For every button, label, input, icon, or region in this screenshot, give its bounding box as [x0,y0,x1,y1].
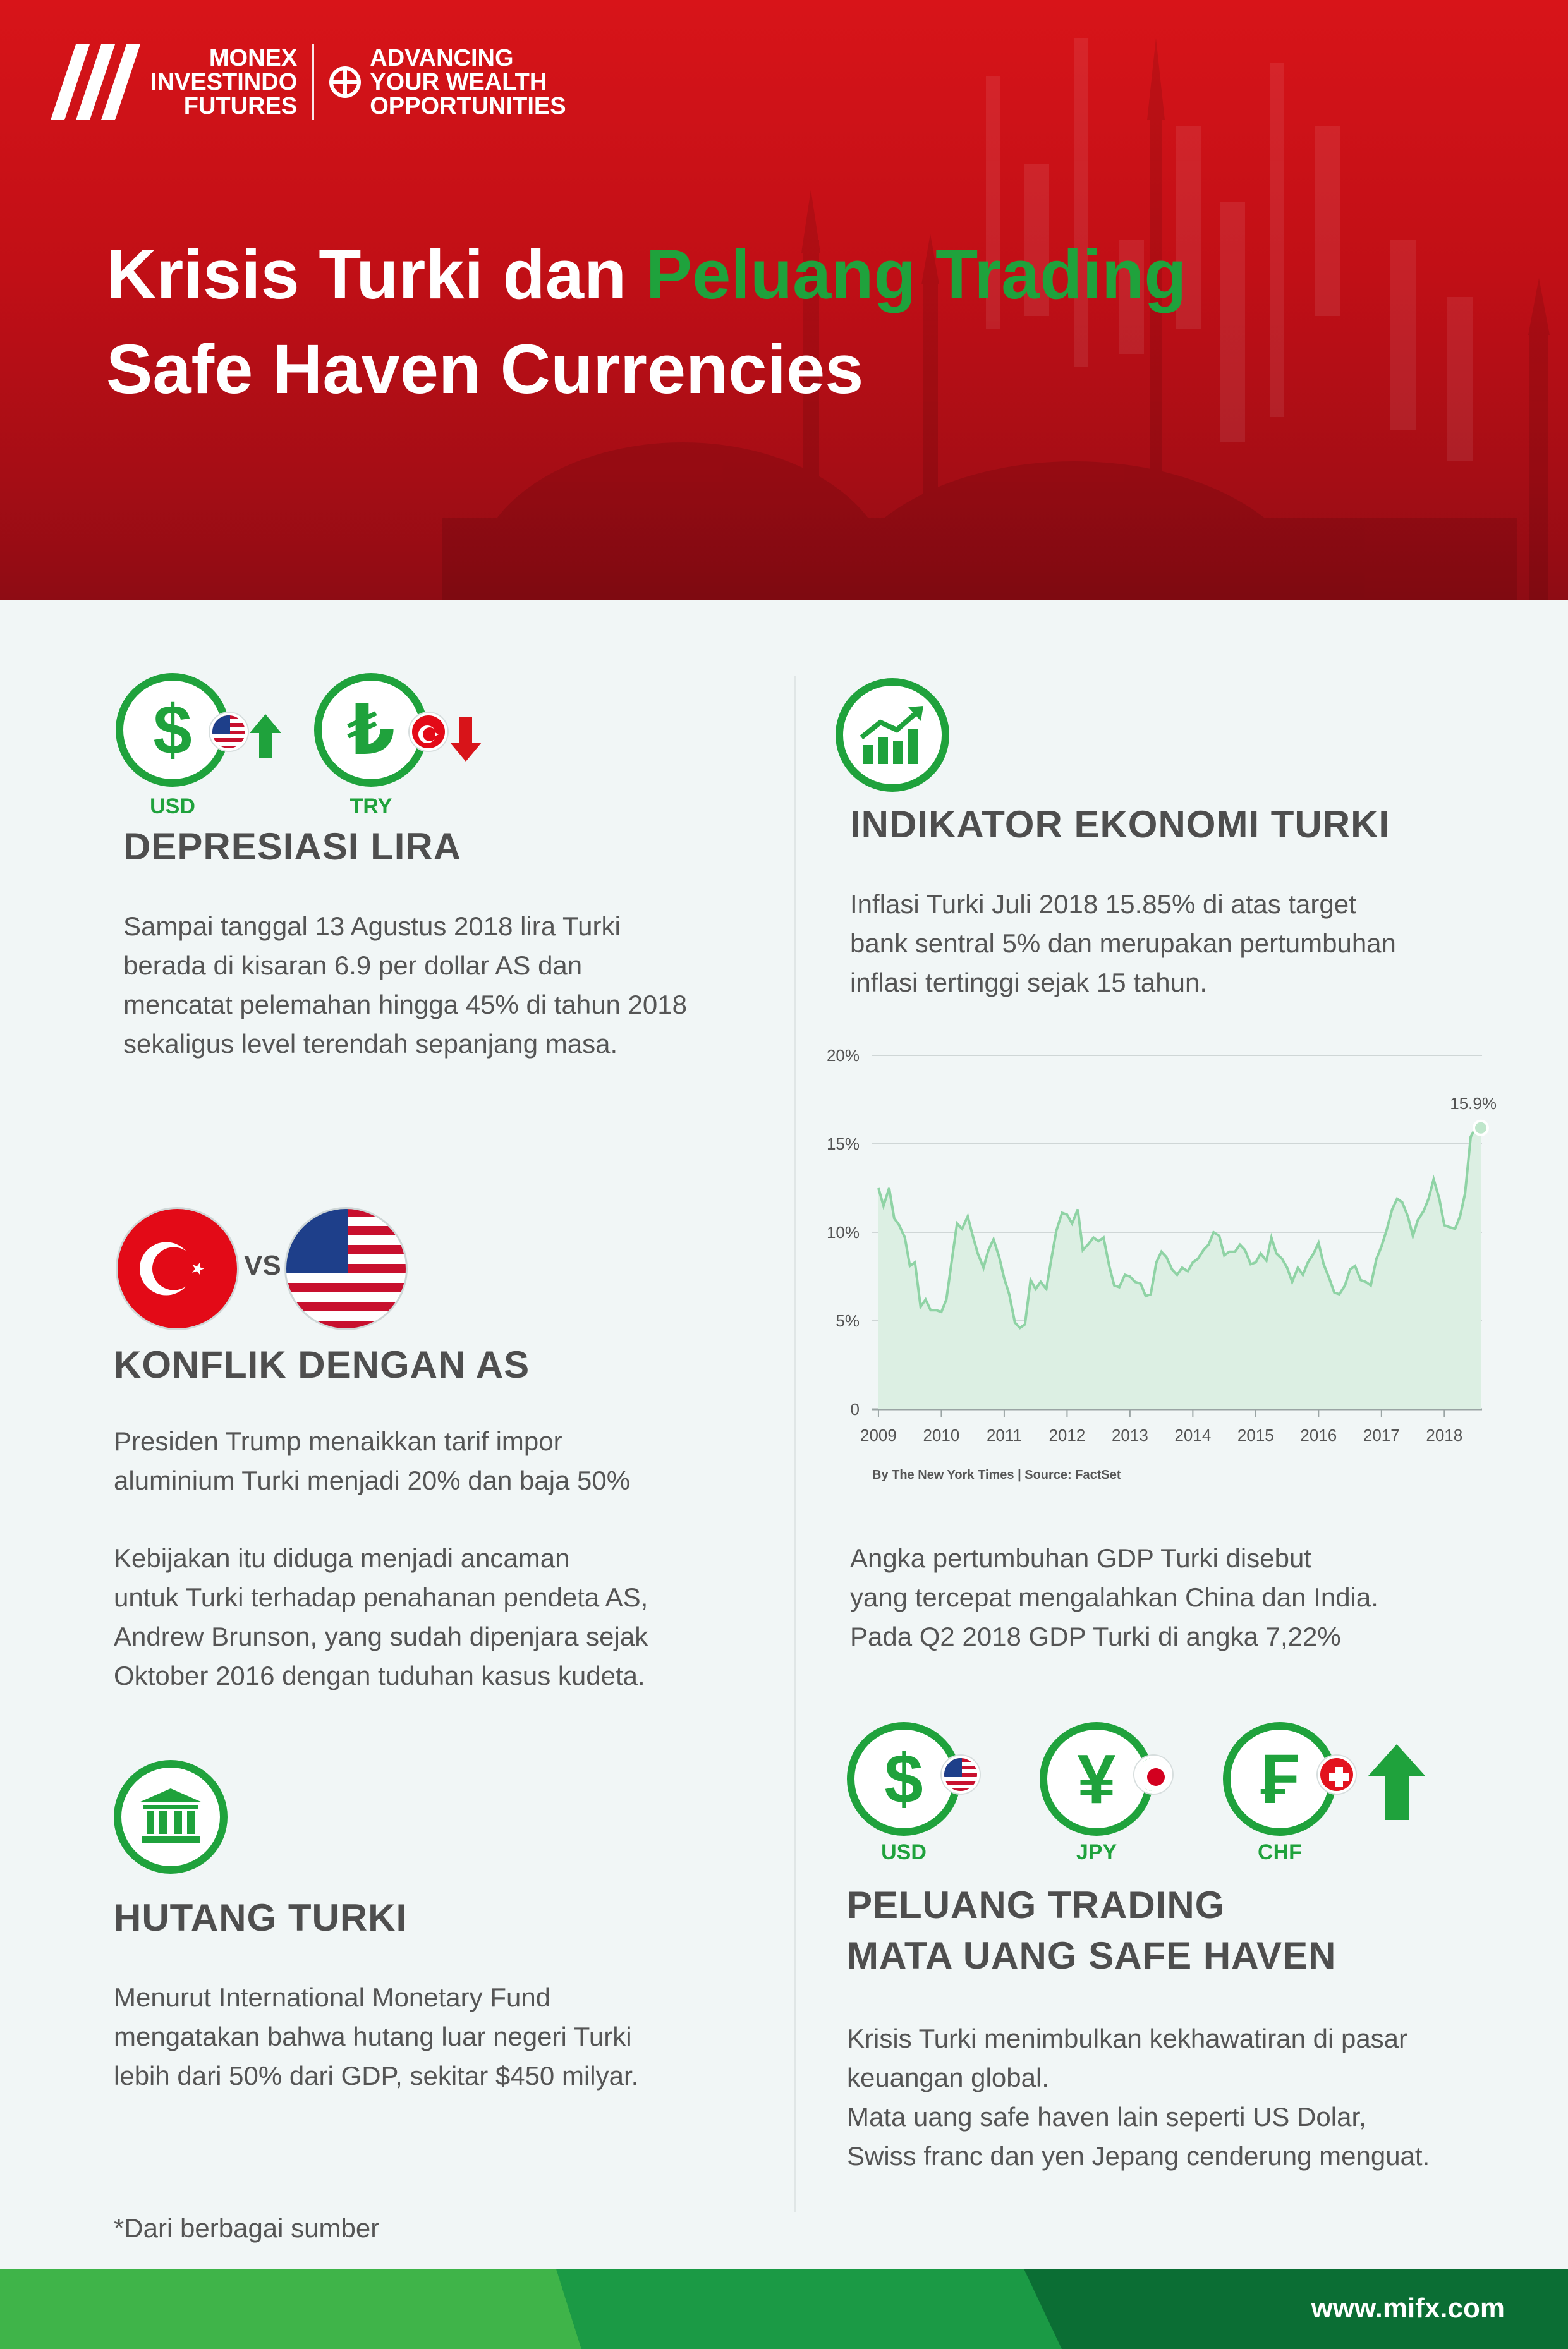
jpy-label: JPY [1076,1840,1117,1864]
arrow-up-icon [250,714,281,758]
source-note: *Dari berbagai sumber [114,2213,380,2243]
chart-x-tick-label: 2009 [860,1426,897,1445]
header-banner: MONEX INVESTINDO FUTURES ADVANCING YOUR … [0,0,1568,600]
arrow-up-icon [1368,1744,1425,1820]
swiss-flag-mini-icon [1318,1756,1356,1794]
peluang-paragraph: Krisis Turki menimbulkan kekhawatiran di… [847,2024,1430,2171]
logo-slash-mark-icon [51,44,140,120]
japan-flag-mini-icon [1134,1756,1172,1794]
chf-label: CHF [1258,1840,1302,1864]
growth-chart-icon [836,678,949,792]
us-flag-mini-icon [210,713,248,751]
us-flag-mini-icon [942,1756,980,1794]
try-label: TRY [349,794,392,818]
usd-label: USD [150,794,195,818]
heading-indikator: INDIKATOR EKONOMI TURKI [850,803,1390,846]
background-skyline-decoration [442,38,1550,600]
depresiasi-paragraph: Sampai tanggal 13 Agustus 2018 lira Turk… [123,911,688,1059]
turkey-flag-icon [116,1207,239,1330]
chart-x-tick-label: 2011 [987,1426,1022,1445]
footer-stripes [0,2269,1568,2349]
chart-x-tick-label: 2018 [1426,1426,1462,1445]
chart-x-tick-label: 2014 [1174,1426,1211,1445]
chart-annotation: 15.9% [1450,1094,1497,1113]
chart-y-tick-label: 5% [836,1311,860,1330]
chart-end-point [1473,1119,1490,1136]
chart-series-area [878,1127,1481,1409]
tagline: ADVANCING YOUR WEALTH OPPORTUNITIES [329,46,566,118]
chart-x-tick-label: 2012 [1048,1426,1085,1445]
chart-y-ticks: 0 5% 10% 15% 20% [827,1046,860,1419]
heading-konflik: KONFLIK DENGAN AS [114,1344,530,1386]
turkey-flag-mini-icon [410,713,447,751]
chart-x-ticks: 2009 2010 2011 2012 2013 2014 2015 2016 2017 2018 [860,1409,1462,1445]
monex-logo[interactable]: MONEX INVESTINDO FUTURES ADVANCING YOUR … [51,44,566,120]
column-divider [794,676,796,2212]
bank-building-icon [114,1760,228,1874]
inflation-line-chart: 0 5% 10% 15% 20% 2009 2010 2011 2012 2013 2014 201… [827,1046,1497,1482]
heading-depresiasi-lira: DEPRESIASI LIRA [123,825,462,868]
chart-x-tick-label: 2010 [923,1426,960,1445]
usd-safe-haven-label: USD [881,1840,927,1864]
title-accent: Peluang Trading [645,236,1187,313]
chart-series-line [877,1126,1481,1330]
logo-line-2: INVESTINDO [150,69,298,95]
chart-y-tick-label: 0 [851,1400,860,1419]
chart-x-tick-label: 2015 [1237,1426,1274,1445]
logo-text: MONEX INVESTINDO FUTURES [150,46,297,118]
chart-x-tick-label: 2017 [1363,1426,1400,1445]
logo-divider [312,44,315,120]
tagline-line-1: ADVANCING [370,45,514,71]
website-link[interactable]: www.mifx.com [1311,2293,1505,2324]
footer-bar: www.mifx.com [0,2269,1568,2349]
title-line-2: Safe Haven Currencies [106,331,864,408]
hutang-paragraph: Menurut International Monetary Fund meng… [114,1982,639,2091]
us-flag-icon [284,1207,408,1330]
konflik-paragraph-2: Kebijakan itu diduga menjadi ancaman unt… [114,1543,648,1690]
title-part-1: Krisis Turki dan [106,236,646,313]
logo-line-1: MONEX [209,45,298,71]
chart-y-tick-label: 20% [827,1046,860,1065]
chart-y-tick-label: 10% [827,1223,860,1242]
tagline-line-3: OPPORTUNITIES [370,93,566,119]
globe-icon [329,66,362,98]
vs-label: VS [244,1250,281,1281]
tagline-line-2: YOUR WEALTH [370,69,547,95]
indikator-paragraph: Inflasi Turki Juli 2018 15.85% di atas t… [850,889,1396,997]
heading-peluang: PELUANG TRADING MATA UANG SAFE HAVEN [847,1884,1337,1977]
arrow-down-icon [450,717,482,762]
chart-source: By The New York Times | Source: FactSet [872,1468,1121,1482]
konflik-paragraph-1: Presiden Trump menaikkan tarif impor alu… [114,1426,631,1495]
chart-x-tick-label: 2016 [1300,1426,1337,1445]
page-title: Krisis Turki dan Peluang Trading Safe Ha… [106,228,1186,417]
chart-y-tick-label: 15% [827,1134,860,1153]
logo-line-3: FUTURES [183,93,298,119]
gdp-paragraph: Angka pertumbuhan GDP Turki disebut yang… [850,1543,1378,1651]
chart-x-tick-label: 2013 [1112,1426,1148,1445]
heading-hutang: HUTANG TURKI [114,1897,408,1939]
